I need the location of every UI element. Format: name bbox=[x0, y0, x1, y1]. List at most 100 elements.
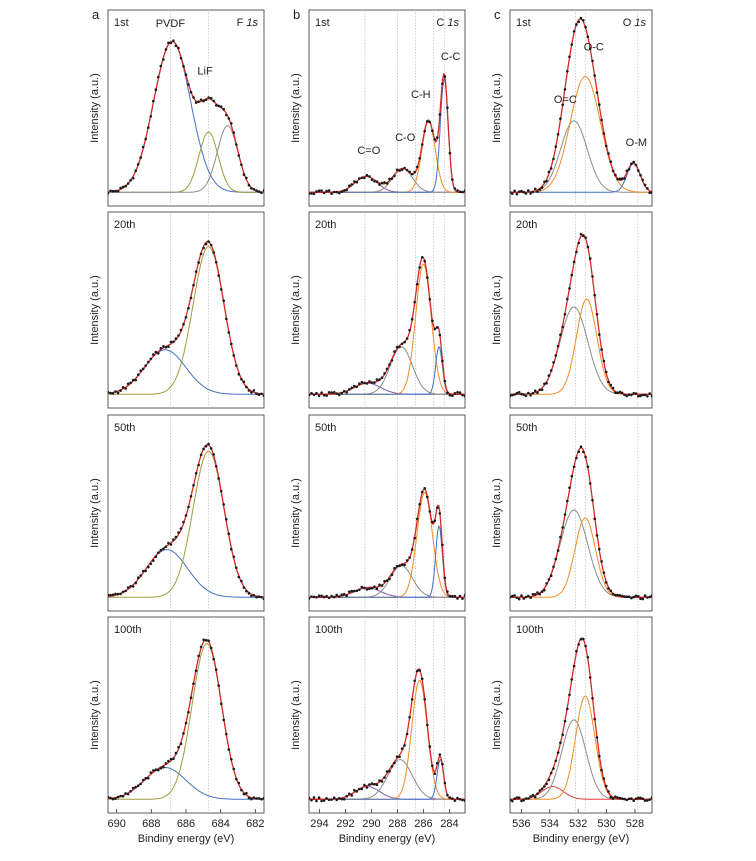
data-point bbox=[247, 796, 251, 800]
data-point bbox=[625, 169, 629, 173]
data-point bbox=[174, 751, 178, 755]
data-point bbox=[413, 679, 417, 683]
data-point bbox=[169, 340, 173, 344]
data-point bbox=[648, 191, 651, 194]
data-point bbox=[623, 393, 626, 397]
y-axis-label: Intensity (a.u.) bbox=[89, 478, 101, 548]
data-point bbox=[602, 132, 606, 135]
data-point bbox=[212, 657, 215, 661]
data-point bbox=[549, 771, 553, 775]
data-point bbox=[441, 359, 444, 363]
data-points bbox=[309, 255, 465, 398]
data-point bbox=[436, 506, 439, 510]
data-point bbox=[147, 565, 150, 569]
cycle-label: 20th bbox=[516, 219, 537, 231]
data-point bbox=[436, 326, 439, 329]
data-point bbox=[121, 386, 125, 389]
data-point bbox=[207, 240, 210, 243]
data-point bbox=[634, 594, 638, 598]
data-point bbox=[363, 176, 366, 180]
data-point bbox=[568, 287, 571, 290]
data-point bbox=[126, 586, 130, 589]
data-point bbox=[368, 587, 371, 590]
data-point bbox=[141, 367, 145, 371]
data-point bbox=[420, 490, 424, 494]
data-point bbox=[182, 64, 185, 68]
data-point bbox=[217, 104, 220, 108]
data-point bbox=[172, 538, 175, 541]
data-point bbox=[230, 758, 233, 761]
data-point bbox=[116, 391, 120, 395]
data-point bbox=[141, 778, 145, 782]
data-point bbox=[420, 143, 424, 146]
data-point bbox=[533, 187, 537, 191]
data-point bbox=[549, 167, 553, 170]
data-point bbox=[531, 593, 535, 596]
data-point bbox=[358, 177, 361, 180]
data-point bbox=[446, 590, 449, 593]
data-point bbox=[543, 382, 546, 386]
data-point bbox=[616, 391, 619, 395]
data-point bbox=[513, 393, 516, 396]
data-point bbox=[570, 474, 574, 478]
data-point bbox=[410, 172, 414, 176]
data-point bbox=[400, 342, 404, 346]
data-point bbox=[637, 169, 640, 172]
data-point bbox=[511, 594, 514, 598]
y-axis-label: Intensity (a.u.) bbox=[491, 478, 503, 548]
data-point bbox=[192, 283, 195, 287]
data-point bbox=[310, 192, 313, 195]
data-point bbox=[245, 589, 248, 593]
data-point bbox=[214, 668, 218, 671]
data-point bbox=[607, 380, 610, 384]
panel-plot-area bbox=[309, 668, 465, 803]
data-point bbox=[400, 747, 404, 750]
data-point bbox=[405, 559, 409, 562]
data-point bbox=[368, 783, 371, 786]
data-point bbox=[131, 585, 135, 588]
y-axis-label: Intensity (a.u.) bbox=[89, 73, 101, 143]
data-point bbox=[395, 345, 399, 349]
data-point bbox=[358, 787, 361, 791]
data-point bbox=[572, 664, 576, 668]
data-point bbox=[395, 564, 399, 568]
data-point bbox=[192, 96, 195, 99]
data-point bbox=[623, 595, 626, 598]
data-point bbox=[572, 260, 576, 264]
data-point bbox=[240, 377, 243, 381]
data-point bbox=[232, 555, 236, 559]
data-point bbox=[438, 333, 442, 337]
data-point bbox=[114, 189, 117, 193]
data-point bbox=[547, 778, 551, 782]
data-point bbox=[643, 393, 647, 397]
data-point bbox=[144, 364, 147, 367]
data-point bbox=[395, 168, 399, 171]
data-point bbox=[579, 445, 583, 449]
data-point bbox=[159, 767, 163, 770]
data-point bbox=[522, 190, 525, 194]
data-point bbox=[383, 181, 386, 184]
data-point bbox=[552, 565, 555, 569]
data-point bbox=[549, 369, 553, 372]
data-point bbox=[332, 391, 336, 394]
data-point bbox=[380, 584, 384, 587]
data-point bbox=[405, 168, 409, 172]
data-point bbox=[570, 678, 574, 681]
data-point bbox=[533, 795, 537, 799]
data-point bbox=[317, 594, 321, 597]
data-point bbox=[152, 769, 155, 772]
data-point bbox=[461, 393, 464, 397]
data-point bbox=[536, 591, 539, 594]
data-point bbox=[540, 590, 544, 593]
data-point bbox=[453, 187, 457, 190]
data-point bbox=[385, 770, 389, 773]
data-point bbox=[330, 798, 333, 801]
data-point bbox=[554, 557, 558, 561]
data-point bbox=[350, 386, 354, 390]
data-point bbox=[111, 392, 115, 395]
x-tick-label: 688 bbox=[142, 818, 160, 830]
data-point bbox=[202, 638, 205, 642]
data-point bbox=[461, 798, 464, 802]
cycle-label: 1st bbox=[315, 17, 330, 29]
data-point bbox=[527, 391, 530, 395]
